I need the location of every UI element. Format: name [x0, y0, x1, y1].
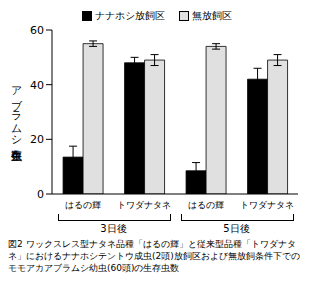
svg-text:40: 40 — [30, 79, 44, 92]
svg-text:はるの輝: はるの輝 — [188, 200, 224, 210]
html-text:アブラムシ生存虫数: アブラムシ生存虫数 — [10, 77, 23, 141]
svg-text:0: 0 — [37, 188, 44, 201]
svg-text:はるの輝: はるの輝 — [65, 200, 101, 210]
html-text:無放飼区: 無放飼区 — [192, 10, 232, 21]
svg-text:20: 20 — [30, 133, 44, 146]
html-text:3日後: 3日後 — [100, 223, 127, 234]
svg-text:トワダナタネ: トワダナタネ — [240, 200, 294, 210]
html-text:5日後: 5日後 — [223, 223, 250, 234]
svg-text:60: 60 — [30, 24, 44, 37]
html-text:ナナホシ放飼区: ナナホシ放飼区 — [95, 10, 165, 21]
svg-text:トワダナタネ: トワダナタネ — [117, 200, 171, 210]
html-text:図2 ワックスレス型ナタネ品種「はるの輝」と従来型品種「トワ: 図2 ワックスレス型ナタネ品種「はるの輝」と従来型品種「トワダナタネ」におけるナ… — [8, 239, 300, 273]
